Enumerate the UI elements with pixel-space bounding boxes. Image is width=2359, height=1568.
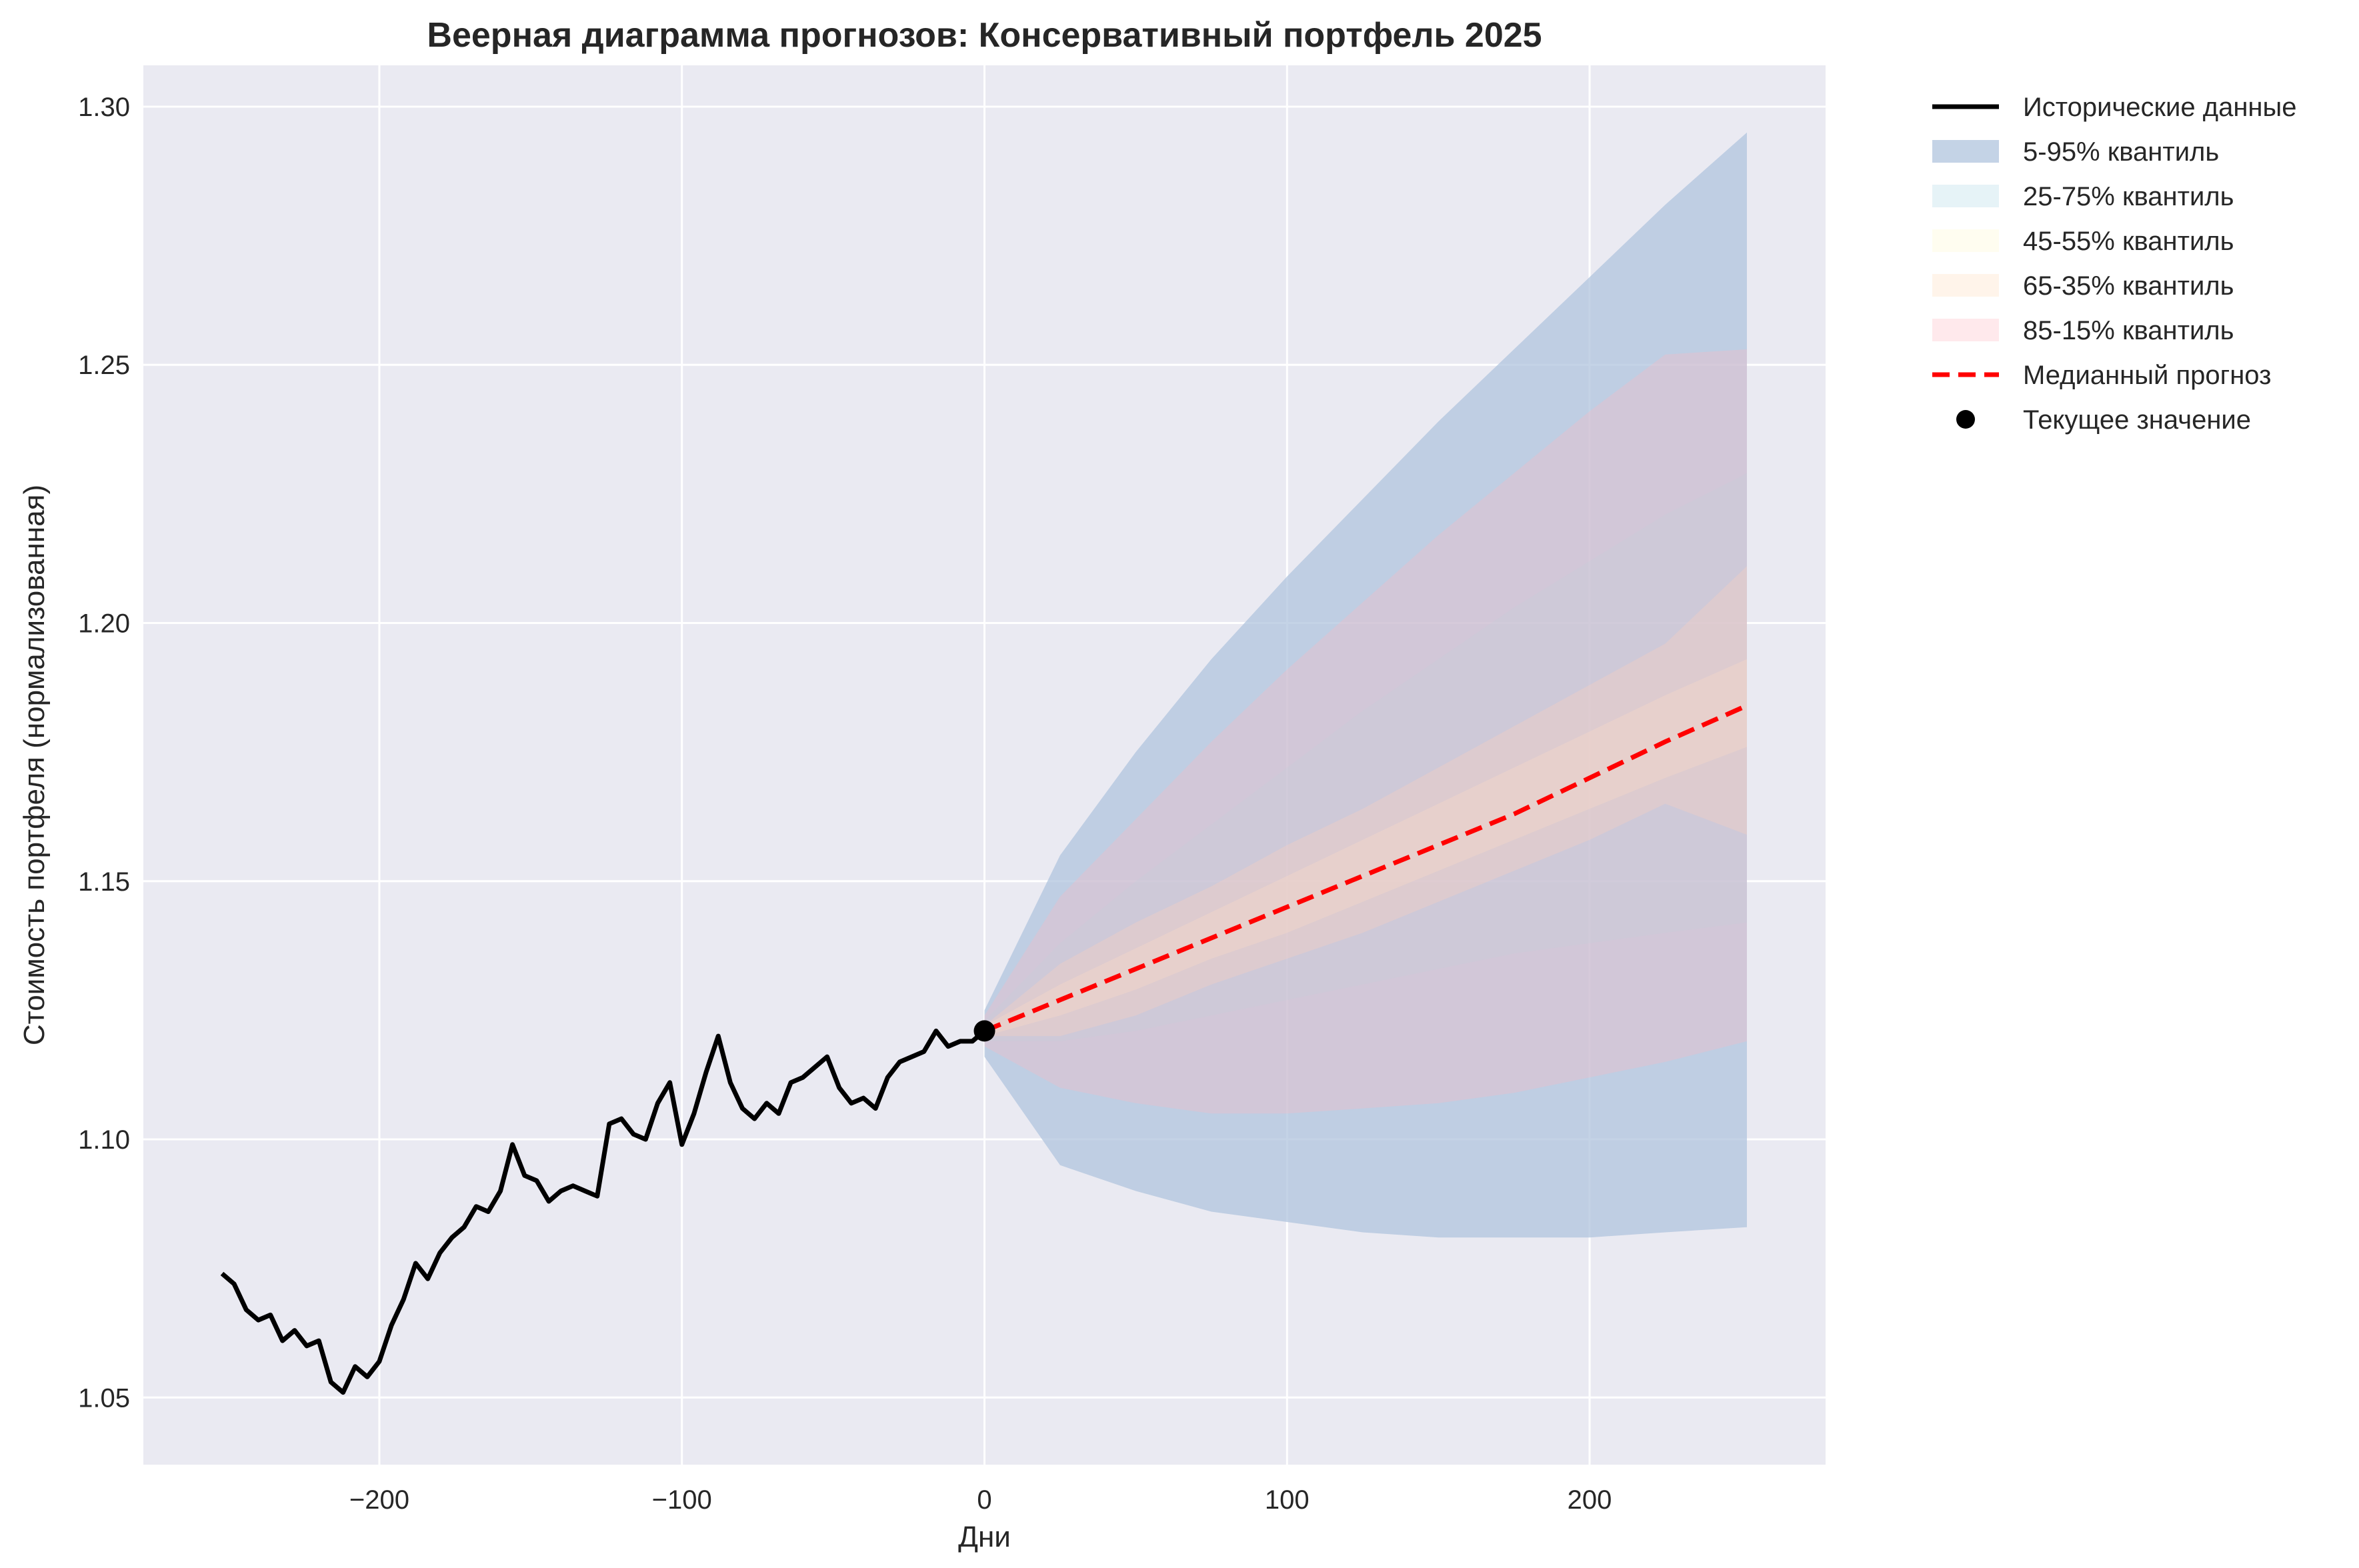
median-forecast-line [983,703,1748,1033]
band-5-95% [984,132,1747,1238]
legend-label: Медианный прогноз [2023,361,2271,390]
band-25-75% [984,473,1747,1041]
legend-patch-swatch [1932,229,1999,252]
historical-line [220,1028,986,1395]
legend-item: 5-95% квантиль [1932,137,2219,167]
y-tick-label: 1.15 [78,867,130,897]
y-tick-label: 1.25 [78,351,130,380]
legend-item: Исторические данные [1932,93,2297,122]
chart-title: Веерная диаграмма прогнозов: Консерватив… [427,16,1542,55]
legend-marker-swatch [1956,410,1975,429]
y-axis-label: Стоимость портфеля (нормализованная) [18,485,51,1045]
legend-patch-swatch [1932,274,1999,297]
legend-label: 85-15% квантиль [2023,316,2234,345]
band-85-15% [984,349,1747,1114]
x-tick-label: 100 [1265,1485,1310,1515]
legend: Исторические данные 5-95% квантиль 25-75% … [1932,93,2297,435]
legend-item: 45-55% квантиль [1932,227,2234,256]
y-tick-label: 1.10 [78,1125,130,1155]
quantile-bands [984,132,1747,1238]
y-tick-label: 1.30 [78,93,130,122]
legend-item: Медианный прогноз [1932,361,2271,390]
x-axis-label: Дни [958,1521,1011,1553]
y-tick-label: 1.05 [78,1383,130,1413]
legend-label: Текущее значение [2023,405,2251,435]
legend-label: 65-35% квантиль [2023,271,2234,301]
x-tick-label: −100 [652,1485,712,1515]
y-tick-label: 1.20 [78,609,130,639]
legend-label: 25-75% квантиль [2023,182,2234,211]
band-45-55% [984,659,1747,1037]
legend-patch-swatch [1932,185,1999,207]
legend-label: 5-95% квантиль [2023,137,2219,167]
legend-item: Текущее значение [1956,405,2251,435]
x-tick-label: 0 [977,1485,991,1515]
x-tick-label: −200 [349,1485,409,1515]
legend-item: 85-15% квантиль [1932,316,2234,345]
legend-label: 45-55% квантиль [2023,227,2234,256]
legend-item: 65-35% квантиль [1932,271,2234,301]
legend-patch-swatch [1932,140,1999,163]
band-65-35% [984,566,1747,1037]
legend-label: Исторические данные [2023,93,2297,122]
series-lines [220,703,1748,1395]
x-tick-label: 200 [1568,1485,1612,1515]
legend-patch-swatch [1932,319,1999,341]
legend-item: 25-75% квантиль [1932,182,2234,211]
current-value-marker [973,1020,995,1042]
axis-ticks: −200 −100 0 100 200 1.05 1.10 1.15 1.20 1.25 1.30 [78,93,1612,1515]
